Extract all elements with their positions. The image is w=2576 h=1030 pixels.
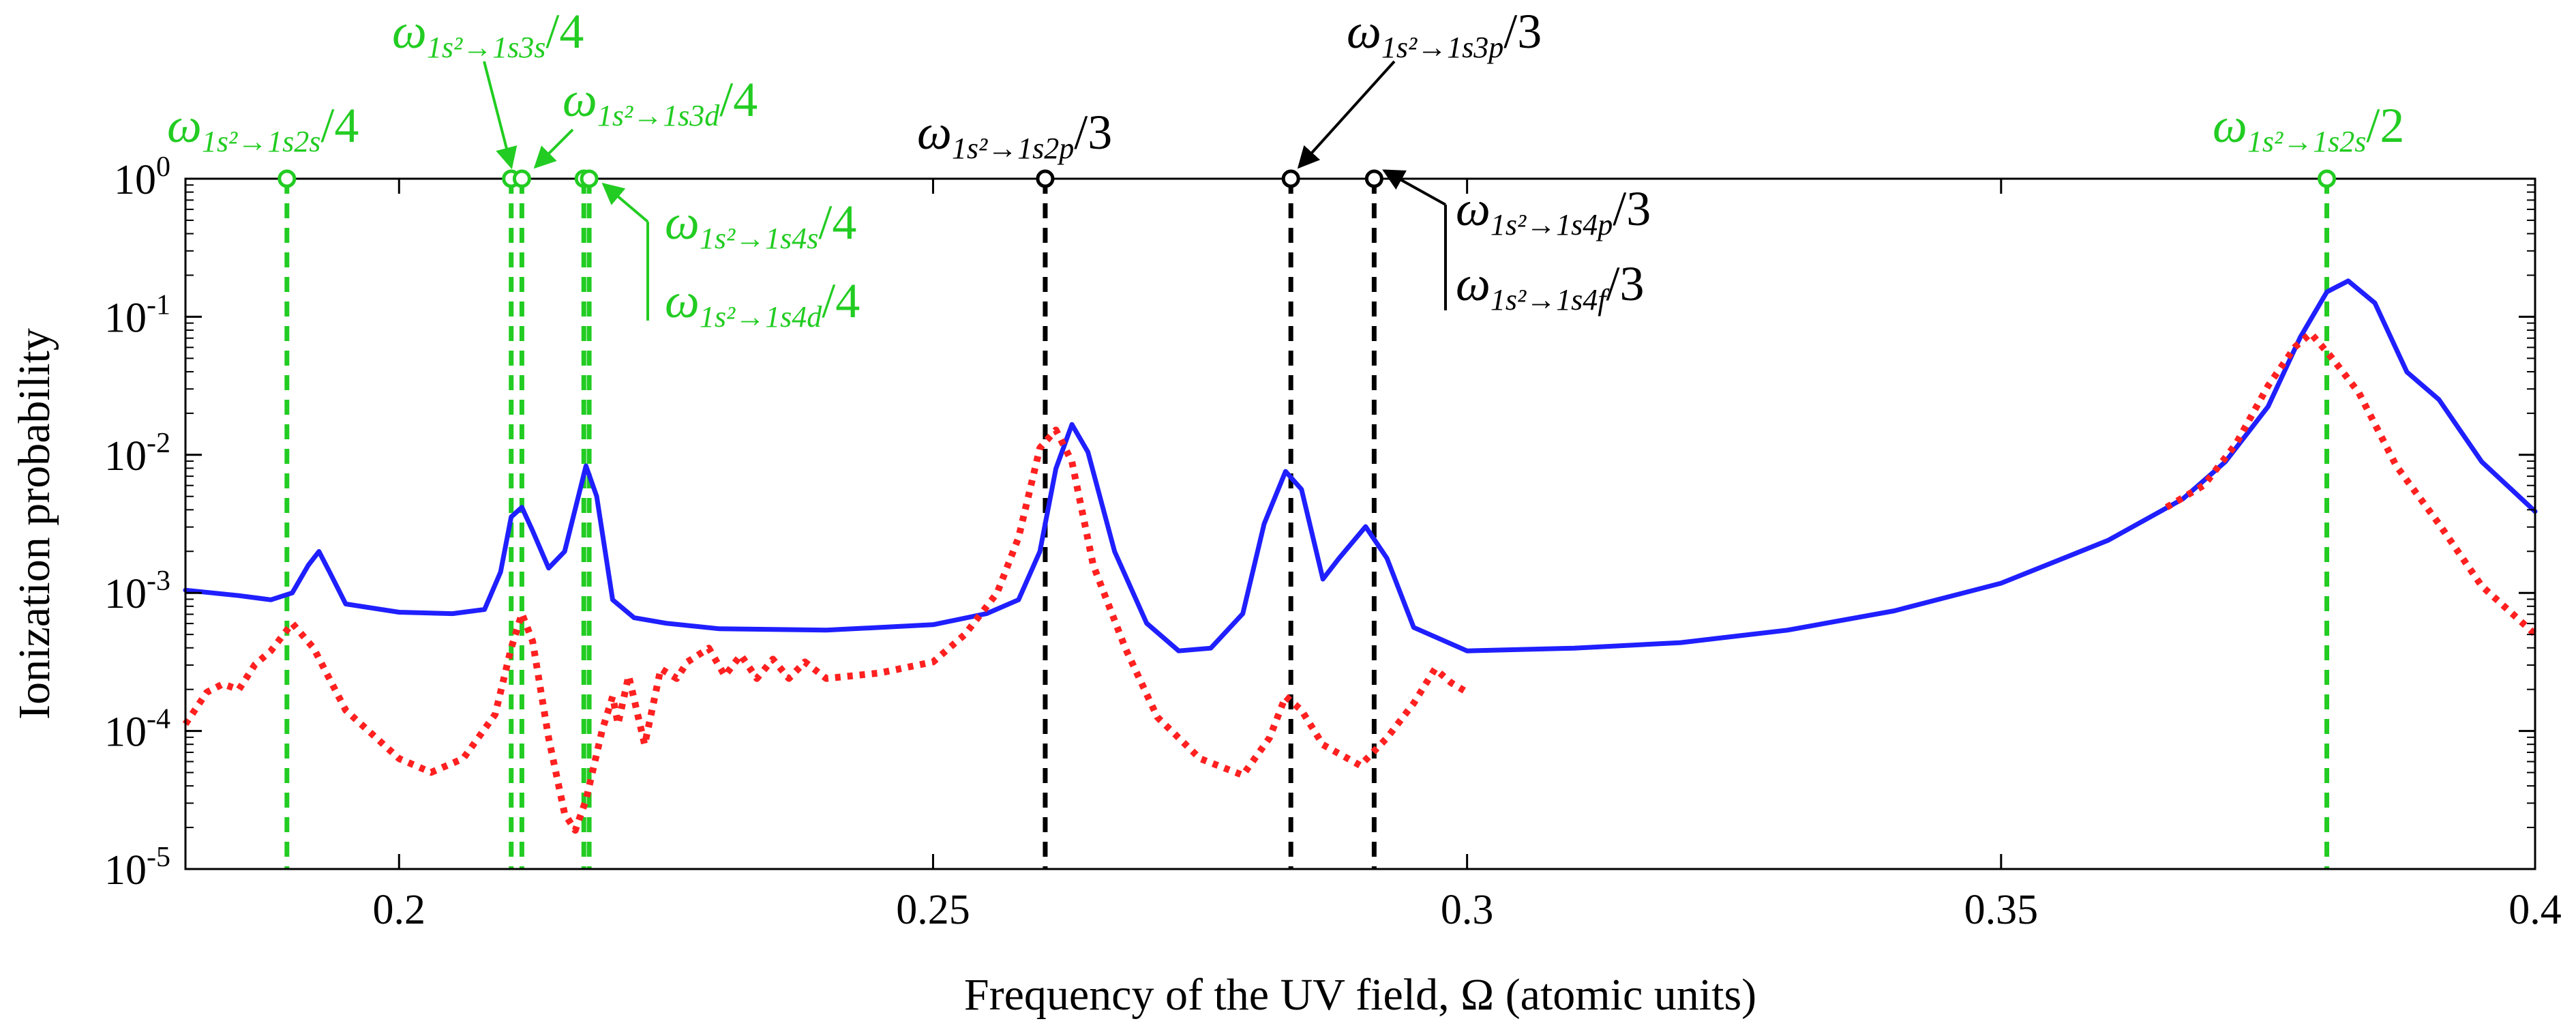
x-tick-label-1: 0.25: [896, 887, 970, 933]
annotation-arrow-2: [601, 182, 649, 223]
annotation-label-0: ω1s²→1s2s/4: [167, 98, 359, 158]
y-tick-label-5: 10-5: [104, 842, 170, 894]
series-layer: [182, 278, 2538, 834]
x-axis-label: Frequency of the UV field, Ω (atomic uni…: [964, 970, 1756, 1020]
series-dotted-red-low: [182, 426, 1469, 834]
marker-circle-2: [512, 169, 531, 188]
plot-frame: [184, 177, 2536, 870]
marker-circle-7: [1364, 169, 1383, 188]
series-dotted-red-high: [2165, 329, 2538, 637]
y-tick-label-2: 10-2: [104, 428, 170, 480]
y-axis-label: Ionization probability: [10, 328, 59, 720]
annotation-label-4: ω1s²→1s4d/4: [665, 274, 860, 334]
marker-circle-6: [1281, 169, 1300, 188]
marker-circles-layer: [278, 169, 2337, 188]
annotation-label-7: ω1s²→1s4p/3: [1456, 181, 1651, 241]
x-tick-label-2: 0.3: [1441, 887, 1494, 933]
y-tick-label-4: 10-4: [104, 704, 170, 756]
marker-circle-0: [278, 169, 297, 188]
x-tick-label-0: 0.2: [373, 887, 426, 933]
tick-layer: 0.2 0.25 0.3 0.35 0.4 100 10-1 10-2 10-3 10-4 10-5: [104, 151, 2562, 933]
annotation-arrow-1: [533, 128, 574, 169]
annotation-label-1: ω1s²→1s3s/4: [392, 4, 584, 64]
annotation-label-9: ω1s²→1s2s/2: [2213, 98, 2404, 158]
annotation-arrow-0: [483, 61, 518, 170]
marker-circle-8: [2318, 169, 2337, 188]
annotation-layer: ω1s²→1s2s/4 ω1s²→1s3s/4 ω1s²→1s3d/4 ω1s²→1s…: [167, 4, 2404, 334]
y-tick-label-0: 100: [114, 151, 170, 203]
annotation-label-2: ω1s²→1s3d/4: [563, 72, 758, 132]
series-solid-blue: [183, 278, 2538, 653]
marker-circle-5: [1036, 169, 1055, 188]
annotation-label-3: ω1s²→1s4s/4: [665, 195, 856, 255]
marker-lines-layer: [284, 179, 2330, 869]
annotation-label-6: ω1s²→1s3p/3: [1347, 4, 1542, 64]
marker-circle-4: [580, 169, 599, 188]
annotation-arrow-3: [1297, 60, 1396, 169]
x-tick-label-3: 0.35: [1964, 887, 2039, 933]
annotation-label-5: ω1s²→1s2p/3: [917, 105, 1112, 165]
x-tick-label-4: 0.4: [2508, 887, 2562, 933]
annotation-arrow-4: [1382, 169, 1446, 206]
y-tick-label-1: 10-1: [104, 289, 170, 341]
y-tick-label-3: 10-3: [104, 565, 170, 617]
annotation-label-8: ω1s²→1s4f/3: [1456, 256, 1645, 317]
